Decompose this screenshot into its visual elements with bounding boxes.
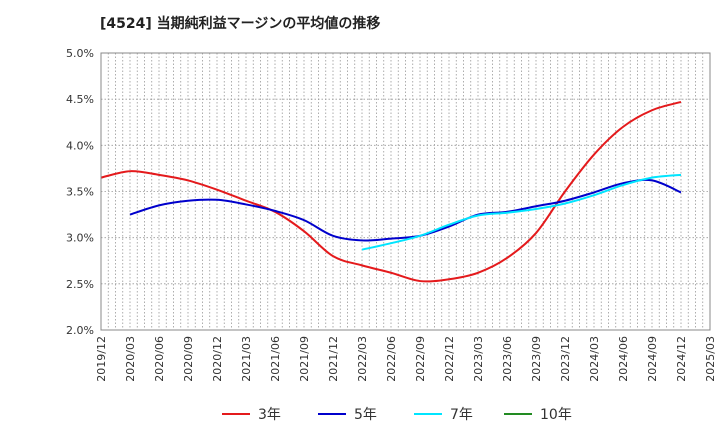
- x-tick-label: 2022/06: [385, 336, 398, 382]
- legend: 3年 5年 7年 10年: [222, 407, 572, 423]
- x-tick-label: 2021/12: [327, 336, 340, 382]
- series-line-5年: [129, 178, 682, 242]
- y-tick-label: 4.5%: [66, 93, 94, 106]
- x-tick-label: 2023/03: [472, 336, 485, 382]
- x-tick-label: 2020/03: [124, 336, 137, 382]
- plot-frame: [100, 52, 711, 331]
- x-tick-label: 2021/03: [240, 336, 253, 382]
- grid-lines: [101, 53, 710, 330]
- y-tick-label: 5.0%: [66, 47, 94, 60]
- legend-label: 5年: [354, 407, 377, 423]
- legend-label: 7年: [450, 407, 473, 423]
- y-tick-label: 3.5%: [66, 186, 94, 199]
- x-tick-label: 2021/09: [298, 336, 311, 382]
- x-tick-label: 2023/12: [559, 336, 572, 382]
- x-tick-label: 2023/06: [501, 336, 514, 382]
- x-tick-label: 2022/03: [356, 336, 369, 382]
- series-line-3年: [100, 100, 682, 283]
- series-lines: [100, 100, 682, 283]
- x-axis-ticks: 2019/12 2020/03 2020/06 2020/09 2020/12 2021/…: [95, 336, 717, 382]
- x-tick-label: 2022/09: [414, 336, 427, 382]
- x-tick-label: 2020/06: [153, 336, 166, 382]
- legend-label: 10年: [540, 407, 572, 423]
- y-tick-label: 2.5%: [66, 278, 94, 291]
- chart-title: [4524] 当期純利益マージンの平均値の推移: [100, 16, 381, 32]
- x-tick-label: 2024/12: [675, 336, 688, 382]
- x-tick-label: 2021/06: [269, 336, 282, 382]
- y-tick-label: 3.0%: [66, 232, 94, 245]
- x-tick-label: 2019/12: [95, 336, 108, 382]
- x-tick-label: 2025/03: [704, 336, 717, 382]
- x-tick-label: 2020/09: [182, 336, 195, 382]
- y-axis-ticks: 2.0% 2.5% 3.0% 3.5% 4.0% 4.5% 5.0%: [66, 47, 94, 337]
- y-tick-label: 2.0%: [66, 324, 94, 337]
- y-tick-label: 4.0%: [66, 139, 94, 152]
- x-tick-label: 2022/12: [443, 336, 456, 382]
- x-tick-label: 2024/09: [646, 336, 659, 382]
- legend-label: 3年: [258, 407, 281, 423]
- x-tick-label: 2024/03: [588, 336, 601, 382]
- x-tick-label: 2024/06: [617, 336, 630, 382]
- x-tick-label: 2020/12: [211, 336, 224, 382]
- x-tick-label: 2023/09: [530, 336, 543, 382]
- series-line-7年: [361, 173, 682, 251]
